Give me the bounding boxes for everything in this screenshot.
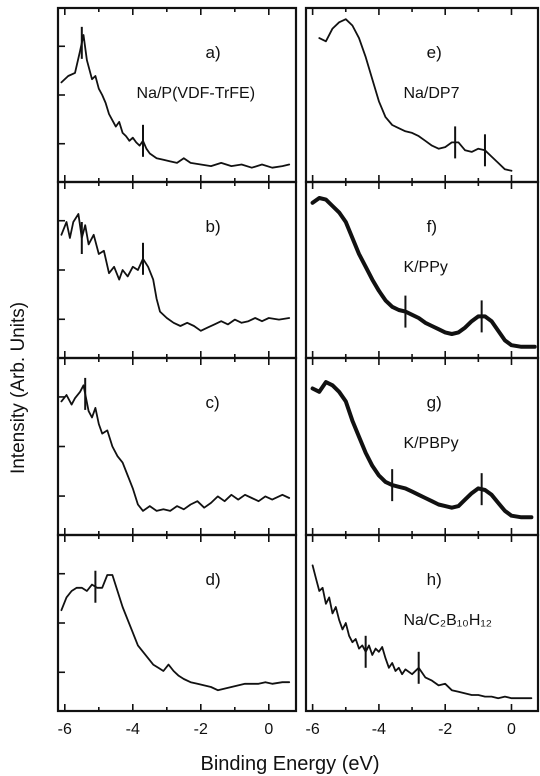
- spectrum-line-e: [318, 18, 513, 172]
- x-tick-label-left-0: -6: [58, 721, 72, 738]
- spectrum-line-f: [310, 196, 537, 349]
- spectrum-line-c: [60, 384, 291, 512]
- panel-frame-h: [304, 533, 540, 713]
- panel-sample-g: K/PBPy: [403, 435, 458, 452]
- y-axis-label: Intensity (Arb. Units): [8, 302, 29, 474]
- panel-sample-h: Na/C₂B₁₀H₁₂: [403, 612, 492, 629]
- x-tick-label-left-3: 0: [264, 721, 273, 738]
- panel-frame-c: [56, 356, 298, 537]
- x-tick-label-right-1: -4: [372, 721, 386, 738]
- x-tick-label-left-1: -4: [126, 721, 140, 738]
- panel-frames: [56, 6, 540, 713]
- panel-letter-h: h): [427, 570, 442, 589]
- panel-sample-f: K/PPy: [403, 259, 447, 276]
- panel-frame-d: [56, 533, 298, 713]
- x-axis-label: Binding Energy (eV): [201, 753, 380, 775]
- panel-sample-e: Na/DP7: [403, 85, 459, 102]
- panel-letter-f: f): [427, 217, 437, 236]
- panel-letter-e: e): [427, 43, 442, 62]
- x-tick-label-right-0: -6: [306, 721, 320, 738]
- panel-labels: a) Na/P(VDF-TrFE) b) c) d) e) Na/DP7 f) K/PPy g) K…: [58, 43, 516, 738]
- panel-letter-b: b): [206, 217, 221, 236]
- spectrum-line-b: [60, 213, 291, 332]
- panel-letter-d: d): [206, 570, 221, 589]
- panel-sample-a: Na/P(VDF-TrFE): [137, 85, 256, 102]
- axis-ticks: [58, 8, 513, 711]
- panel-letter-a: a): [206, 43, 221, 62]
- spectrum-line-g: [310, 380, 534, 520]
- x-tick-label-right-3: 0: [507, 721, 516, 738]
- spectrum-line-h: [311, 564, 533, 700]
- peak-markers: [80, 26, 486, 684]
- x-tick-label-right-2: -2: [438, 721, 452, 738]
- panel-frame-b: [56, 180, 298, 360]
- panel-letter-g: g): [427, 393, 442, 412]
- spectrum-line-a: [60, 34, 291, 169]
- panel-letter-c: c): [206, 393, 220, 412]
- x-tick-label-left-2: -2: [194, 721, 208, 738]
